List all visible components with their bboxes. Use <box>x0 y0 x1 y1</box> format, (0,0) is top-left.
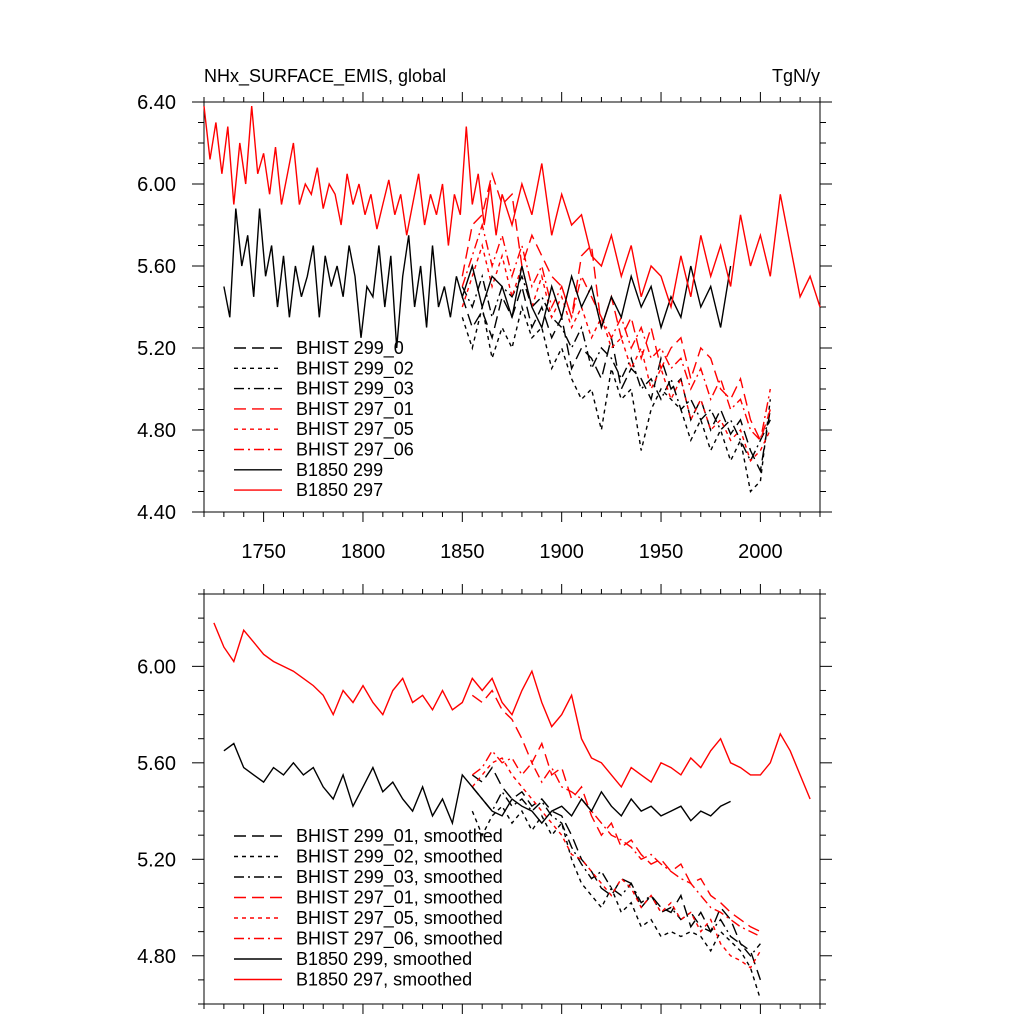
series-line <box>223 208 732 349</box>
series-line <box>471 757 762 969</box>
legend-label: BHIST 297_06 <box>296 440 414 461</box>
chart-title: NHx_SURFACE_EMIS, global <box>204 66 446 87</box>
legend-label: B1850 299 <box>296 460 383 480</box>
y-tick-label: 4.40 <box>137 502 176 524</box>
axes: 1750 1800 1850 1900 1950 2000 4.40 4.80 5.20 5.60… <box>137 92 832 563</box>
legend-label: BHIST 299_01, smoothed <box>296 826 503 847</box>
series-line <box>471 786 761 957</box>
series-line <box>213 622 811 800</box>
top-chart: NHx_SURFACE_EMIS, global TgN/y 1750 1800 1… <box>137 66 832 563</box>
series-line <box>461 304 771 493</box>
series-line <box>461 242 771 463</box>
series-line <box>461 222 771 442</box>
legend-label: BHIST 299_02, smoothed <box>296 847 503 868</box>
series-line <box>203 106 821 310</box>
y-tick-label: 5.20 <box>137 338 176 360</box>
y-tick-label: 6.00 <box>137 656 176 678</box>
y-tick-label: 6.00 <box>137 174 176 196</box>
series-line <box>471 766 762 981</box>
legend-label: B1850 297 <box>296 480 383 500</box>
chart-units: TgN/y <box>772 66 820 86</box>
legend-label: BHIST 297_05 <box>296 419 414 440</box>
x-tick-label: 2000 <box>738 541 783 563</box>
legend-label: BHIST 297_05, smoothed <box>296 908 503 929</box>
legend-label: B1850 297, smoothed <box>296 970 472 990</box>
series-line <box>223 742 731 826</box>
y-tick-label: 6.40 <box>137 92 176 114</box>
bottom-chart: 4.805.205.606.00 BHIST 299_01, smoothedB… <box>137 584 832 1014</box>
legend-label: B1850 299, smoothed <box>296 949 472 969</box>
series-line <box>461 171 771 443</box>
axes: 4.80 5.20 5.60 6.00 <box>137 584 832 1014</box>
plot-frame <box>203 593 821 1005</box>
y-tick-label: 4.80 <box>137 946 176 968</box>
y-tick-label: 4.80 <box>137 420 176 442</box>
x-tick-label: 1950 <box>639 541 684 563</box>
series-group <box>203 106 821 493</box>
y-tick-label: 5.60 <box>137 256 176 278</box>
x-tick-label: 1800 <box>341 541 386 563</box>
series-line <box>471 749 761 938</box>
x-tick-label: 1900 <box>539 541 584 563</box>
x-tick-label: 1750 <box>241 541 286 563</box>
y-tick-label: 5.20 <box>137 849 176 871</box>
legend-label: BHIST 299_02 <box>296 358 414 379</box>
x-tick-label: 1850 <box>440 541 485 563</box>
series-group <box>213 622 811 1000</box>
y-tick-label: 5.60 <box>137 753 176 775</box>
legend-label: BHIST 297_01, smoothed <box>296 888 503 909</box>
legend-label: BHIST 299_0 <box>296 338 404 359</box>
legend-label: BHIST 297_06, smoothed <box>296 929 503 950</box>
legend-label: BHIST 299_03 <box>296 379 414 400</box>
legend-label: BHIST 297_01 <box>296 399 414 420</box>
legend-label: BHIST 299_03, smoothed <box>296 867 503 888</box>
series-line <box>471 689 761 933</box>
